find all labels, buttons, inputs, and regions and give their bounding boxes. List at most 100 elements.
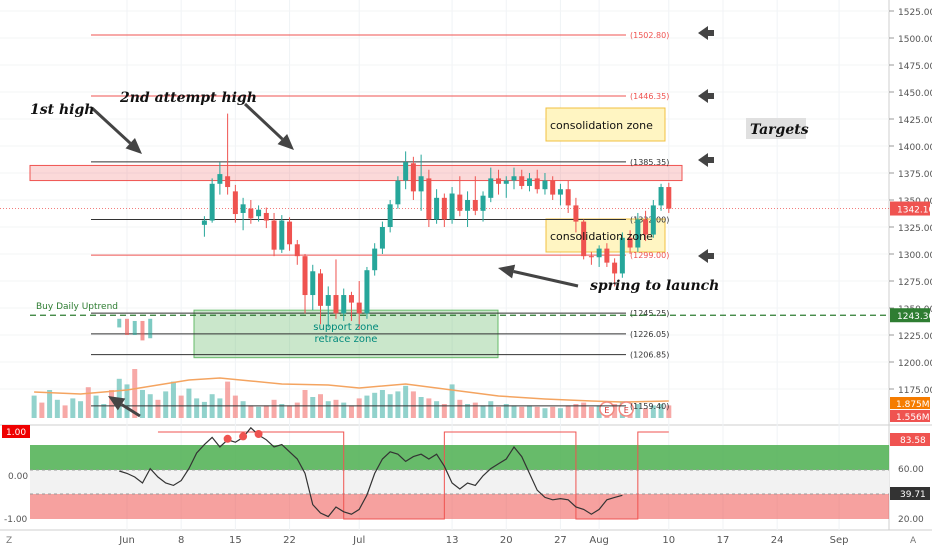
signal-line (157, 431, 669, 520)
candle-body (511, 176, 517, 181)
volume-bar (302, 390, 308, 418)
volume-bar (650, 405, 656, 418)
time-tick-label: 13 (446, 535, 459, 546)
volume-bar (124, 384, 130, 418)
price-tick-label: 1450.00 (898, 89, 932, 99)
price-tick-label: 1375.00 (898, 170, 932, 180)
osc-current-value: 39.71 (900, 490, 926, 500)
volume-bar (31, 395, 37, 418)
volume-bar (178, 395, 184, 418)
volume-bar (78, 401, 84, 418)
osc-tick-label: 1.00 (6, 428, 26, 438)
volume-bar (658, 404, 664, 418)
axes: 1175.001200.001225.001250.001275.001300.… (2, 8, 932, 546)
volume-bar (47, 390, 53, 418)
volume-bar (194, 398, 200, 418)
time-tick-label: Jul (352, 535, 365, 546)
candle-body (635, 219, 641, 248)
support-arrow-head (108, 396, 126, 411)
candle-body (627, 237, 633, 248)
volume-bar (565, 405, 571, 418)
candle-body (225, 176, 231, 188)
second-high-arrow-head (277, 133, 294, 150)
candle-body (573, 205, 579, 222)
oversold-band (30, 494, 889, 519)
candle-body (434, 197, 440, 220)
annotation-first-high: 1st high (30, 102, 94, 118)
candle-body (496, 178, 502, 184)
target-arrow-icon (698, 26, 714, 40)
volume-bar (271, 399, 277, 418)
candle-body (519, 176, 525, 186)
price-level-label: (1299.00) (630, 251, 669, 260)
candle-body (132, 320, 137, 335)
uptrend-tag (890, 308, 930, 323)
target-arrow-icon (698, 153, 714, 167)
candle-body (604, 248, 610, 263)
volume-bar (395, 391, 401, 418)
candle-body (209, 183, 215, 221)
auto-scale-icon: A (910, 536, 917, 546)
volume-bar (70, 398, 76, 418)
annotation-support-zone: support zone (313, 322, 378, 333)
volume-bar (503, 404, 509, 418)
volume-bar (496, 406, 502, 418)
price-level-label: (1385.35) (630, 158, 669, 167)
target-arrow-icon (698, 89, 714, 103)
time-tick-label: 15 (229, 535, 242, 546)
osc-right-tick: 20.00 (898, 515, 924, 525)
spring-arrow-head (498, 264, 516, 279)
candle-body (201, 220, 207, 225)
candle-body (125, 318, 129, 335)
oscillator-marker (254, 430, 263, 438)
candle-body (372, 248, 378, 271)
volume-tag (890, 410, 930, 422)
volume-bar (341, 402, 347, 418)
volume-bar (573, 404, 579, 418)
volume-bar (612, 404, 618, 418)
candle-body (256, 209, 262, 217)
price-tick-label: 1300.00 (898, 251, 932, 261)
targets-box (746, 118, 806, 139)
candle-body (341, 295, 347, 314)
annotation-spring: spring to launch (590, 278, 719, 294)
volume-bar (511, 405, 517, 418)
candle-body (302, 256, 308, 296)
price-level-label: (1502.80) (630, 31, 669, 40)
candle-body (387, 204, 393, 227)
consolidation-zone-top-box (545, 107, 666, 142)
time-tick-label: Jun (118, 535, 135, 546)
candle-body (310, 271, 316, 296)
candle-body (612, 262, 618, 274)
volume-bar (403, 385, 409, 418)
volume-bar (287, 405, 293, 418)
candle-body (480, 195, 486, 211)
price-level-label: (1206.85) (630, 351, 669, 360)
last-price-value: 1342.10 (897, 206, 932, 216)
uptrend-value: 1243.30 (897, 312, 932, 322)
volume-bar (449, 384, 455, 418)
osc-top-tag (890, 433, 930, 446)
volume-bar (434, 401, 440, 418)
osc-tick-label: -1.00 (4, 515, 28, 525)
candle-body (472, 200, 478, 211)
oscillator-marker (223, 434, 232, 443)
candle-body (534, 178, 540, 190)
volume-bar (472, 402, 478, 418)
volume-bar (348, 405, 354, 418)
spring-arrow-shaft (513, 270, 579, 288)
time-tick-label: 17 (717, 535, 730, 546)
price-tick-label: 1325.00 (898, 224, 932, 234)
candle-body (542, 180, 548, 190)
osc-tick-label: 0.00 (8, 472, 28, 482)
volume-bar (666, 405, 672, 418)
candle-body (643, 219, 649, 235)
volume-bar (217, 398, 223, 418)
price-tick-label: 1400.00 (898, 143, 932, 153)
neutral-band (30, 470, 889, 494)
volume-bar (240, 401, 246, 418)
price-tick-label: 1525.00 (898, 8, 932, 18)
candle-body (294, 244, 300, 257)
